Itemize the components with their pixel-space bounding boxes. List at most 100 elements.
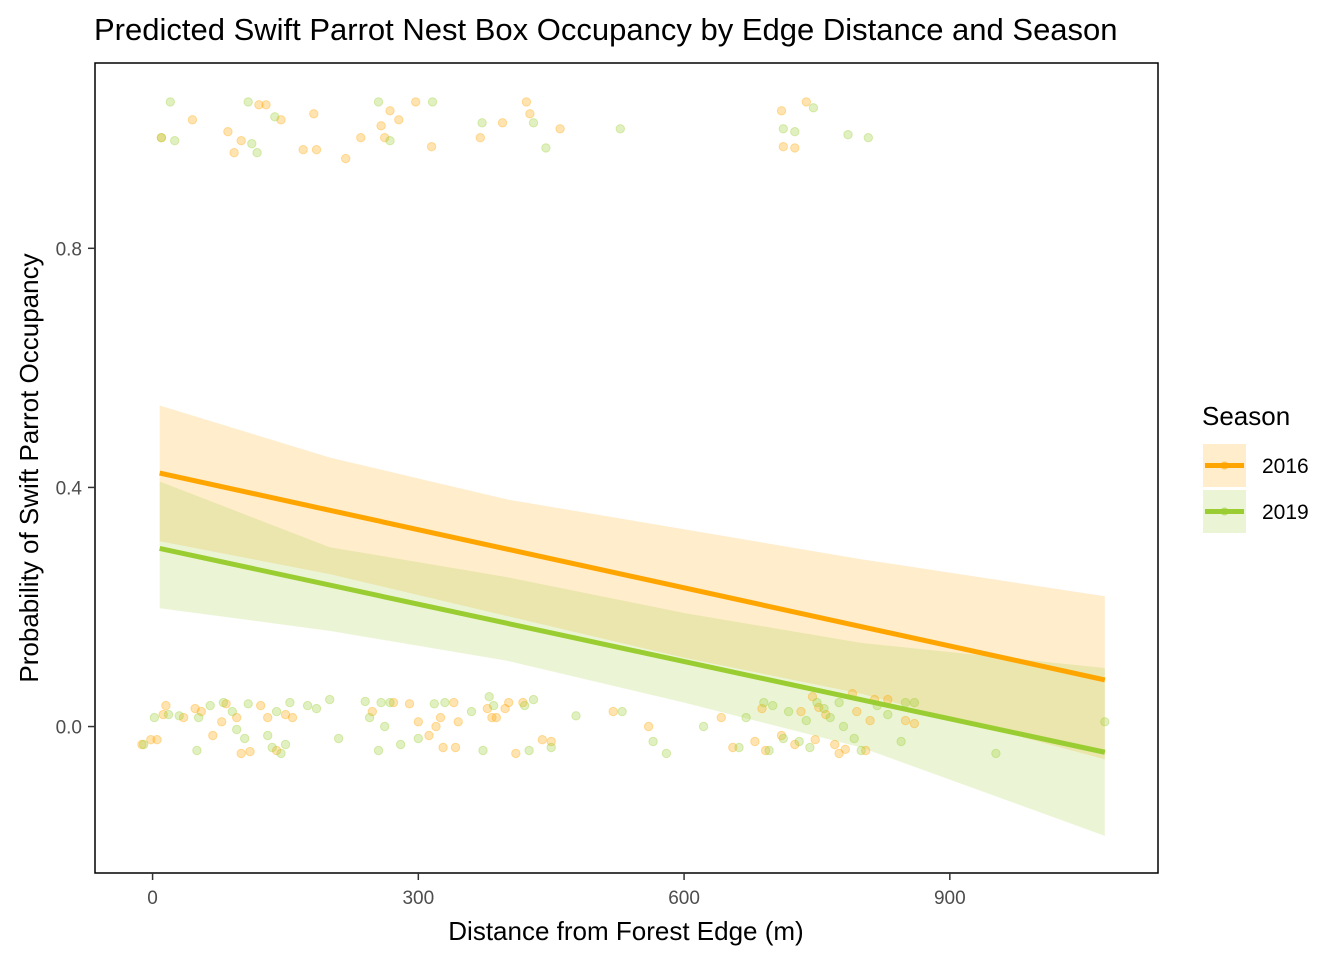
- point-2019-73: [805, 742, 815, 753]
- point-2016-58: [482, 703, 493, 714]
- x-axis: 0 300 600 900: [147, 873, 966, 909]
- point-2019-14: [778, 124, 788, 134]
- point-2019-37: [302, 700, 313, 711]
- point-2016-43: [263, 712, 273, 723]
- point-2016-8: [298, 145, 308, 155]
- fitted-lines: [159, 470, 1106, 755]
- y-axis: 0.0 0.4 0.8: [56, 239, 95, 739]
- point-2016-62: [504, 697, 514, 708]
- point-2019-1: [165, 97, 176, 107]
- point-2019-80: [856, 745, 866, 756]
- y-tick-label-2: 0.8: [56, 239, 82, 260]
- legend-point-2019: [1220, 507, 1229, 516]
- point-2019-60: [617, 706, 627, 717]
- point-2019-29: [240, 733, 250, 744]
- point-2019-59: [571, 711, 581, 721]
- point-2016-54: [438, 742, 448, 753]
- point-2019-69: [778, 733, 788, 744]
- y-axis-title: Probability of Swift Parrot Occupancy: [14, 253, 44, 682]
- point-2016-79: [814, 702, 824, 713]
- legend-item-2016: 2016: [1203, 444, 1309, 487]
- point-2016-70: [728, 742, 738, 753]
- ribbon-2016: [159, 405, 1105, 760]
- point-2019-7: [373, 97, 384, 107]
- point-2016-49: [404, 699, 415, 709]
- point-2019-50: [440, 697, 450, 708]
- chart-title: Predicted Swift Parrot Nest Box Occupanc…: [94, 12, 1118, 47]
- point-2019-87: [1100, 717, 1110, 727]
- point-2019-74: [812, 697, 822, 708]
- point-2016-81: [830, 739, 840, 750]
- point-2019-63: [698, 721, 709, 732]
- point-2019-25: [205, 700, 215, 711]
- fit-line-2019: [159, 545, 1106, 755]
- point-2016-71: [750, 736, 760, 747]
- point-2019-8: [385, 136, 395, 146]
- point-2019-10: [477, 118, 487, 128]
- point-2019-72: [801, 715, 811, 726]
- point-2016-80: [821, 709, 831, 720]
- point-2019-43: [373, 745, 384, 756]
- point-2016-38: [221, 699, 231, 709]
- point-2019-45: [380, 721, 390, 732]
- point-2019-47: [395, 739, 406, 750]
- point-2019-31: [263, 730, 273, 741]
- point-2019-68: [768, 700, 778, 711]
- point-2016-52: [431, 721, 441, 732]
- point-2016-37: [217, 717, 227, 727]
- point-2019-85: [909, 697, 920, 708]
- point-2019-21: [163, 709, 174, 720]
- point-2016-7: [276, 115, 286, 125]
- point-2019-23: [192, 745, 202, 756]
- confidence-ribbons: [159, 405, 1105, 836]
- point-2016-87: [865, 715, 875, 726]
- point-2016-35: [196, 706, 207, 717]
- point-2019-42: [364, 712, 375, 723]
- y-tick-label-0: 0.0: [56, 718, 82, 739]
- point-2019-0: [156, 133, 167, 143]
- point-2016-1: [187, 115, 198, 125]
- point-2019-86: [991, 748, 1001, 759]
- ribbon-2019: [159, 481, 1105, 836]
- point-2016-31: [158, 709, 168, 720]
- point-2016-39: [232, 712, 242, 723]
- legend-title: Season: [1202, 401, 1290, 431]
- point-2016-76: [796, 706, 806, 717]
- point-2019-9: [427, 97, 438, 107]
- point-2019-48: [413, 733, 423, 744]
- point-2016-51: [424, 730, 434, 741]
- point-2016-0: [156, 133, 167, 143]
- point-2016-57: [453, 717, 463, 727]
- data-points: [137, 97, 1110, 759]
- point-2016-16: [394, 115, 404, 125]
- point-2019-18: [863, 133, 873, 143]
- point-2019-2: [170, 136, 180, 146]
- point-2016-75: [790, 739, 800, 750]
- point-2016-45: [280, 709, 291, 720]
- point-2016-32: [161, 700, 171, 711]
- point-2019-46: [385, 697, 395, 708]
- point-2016-27: [801, 97, 811, 107]
- point-2019-79: [849, 733, 859, 744]
- point-2019-38: [311, 703, 322, 714]
- point-2019-54: [488, 700, 499, 711]
- point-2016-20: [497, 118, 508, 128]
- point-2016-53: [435, 712, 446, 723]
- point-2016-28: [137, 739, 147, 750]
- point-2016-15: [385, 106, 395, 116]
- point-2019-71: [794, 736, 804, 747]
- point-2019-20: [149, 712, 160, 723]
- point-2019-34: [276, 748, 286, 759]
- point-2019-26: [218, 697, 229, 708]
- point-2016-86: [861, 745, 871, 756]
- point-2016-50: [413, 717, 423, 727]
- point-2016-67: [608, 706, 618, 717]
- point-2019-62: [661, 748, 672, 759]
- point-2016-14: [380, 133, 390, 143]
- point-2016-78: [810, 735, 820, 745]
- point-2016-4: [236, 136, 246, 146]
- point-2019-53: [484, 692, 494, 702]
- point-2019-70: [783, 706, 794, 717]
- point-2016-59: [487, 712, 497, 723]
- point-2019-4: [247, 139, 257, 149]
